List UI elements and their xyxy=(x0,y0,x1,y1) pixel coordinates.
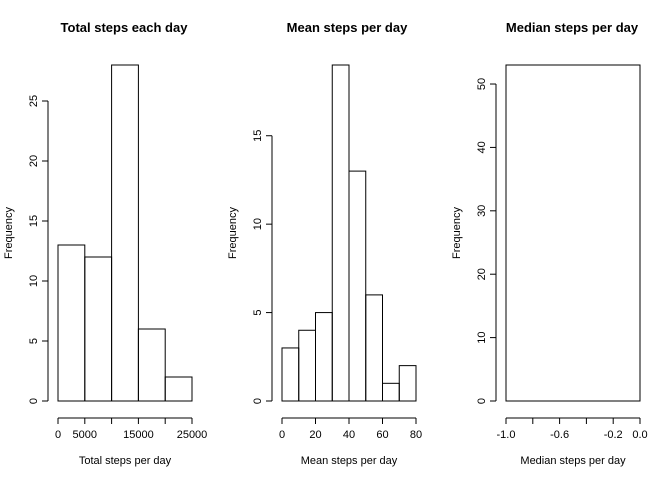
chart-3-x-tick-label-2: -0.6 xyxy=(550,429,569,441)
chart-3-y-tick-label-3: 20 xyxy=(476,268,488,280)
chart-2-x-tick-label-5: 80 xyxy=(410,429,422,441)
chart-1-x-tick-label-4: 25000 xyxy=(177,429,208,441)
chart-2-title: Mean steps per day xyxy=(287,20,408,35)
chart-1-y-tick-label-3: 10 xyxy=(28,275,40,287)
chart-2-bar-5 xyxy=(348,170,367,402)
chart-1-bar-3 xyxy=(111,64,139,402)
chart-2-y-tick-label-2: 5 xyxy=(252,310,264,316)
chart-3-x-tick-label-1: -1.0 xyxy=(497,429,516,441)
chart-2-bar-6 xyxy=(365,294,383,402)
chart-2-bar-7 xyxy=(382,382,400,402)
chart-2-x-tick-label-3: 40 xyxy=(343,429,355,441)
chart-1-y-tick-label-2: 5 xyxy=(28,338,40,344)
chart-3-y-tick-label-2: 10 xyxy=(476,331,488,343)
chart-3-y-tick-label-1: 0 xyxy=(476,398,488,404)
chart-2-bar-8 xyxy=(398,365,417,402)
chart-1-title: Total steps each day xyxy=(61,20,189,35)
chart-2-bar-2 xyxy=(298,329,316,402)
chart-1-x-axis-label: Total steps per day xyxy=(79,455,172,467)
chart-3-x-tick-label-4: 0.0 xyxy=(632,429,647,441)
chart-2-y-axis-label: Frequency xyxy=(227,207,239,259)
chart-1-x-tick-label-2: 5000 xyxy=(73,429,97,441)
chart-1-bar-4 xyxy=(137,328,166,402)
chart-2-y-tick-label-4: 15 xyxy=(252,130,264,142)
chart-3-x-axis-label: Median steps per day xyxy=(520,455,626,467)
chart-3-bar-1 xyxy=(505,64,641,402)
chart-2-y-tick-label-1: 0 xyxy=(252,398,264,404)
chart-1-y-tick-label-6: 25 xyxy=(28,95,40,107)
chart-3-y-tick-label-6: 50 xyxy=(476,78,488,90)
chart-1-bar-1 xyxy=(57,244,86,402)
chart-3-y-axis-label: Frequency xyxy=(451,207,463,259)
chart-2-y-tick-label-3: 10 xyxy=(252,218,264,230)
chart-2-x-tick-label-4: 60 xyxy=(376,429,388,441)
chart-1-bar-5 xyxy=(164,376,193,402)
chart-3-y-tick-label-4: 30 xyxy=(476,205,488,217)
chart-2-x-axis-label: Mean steps per day xyxy=(301,455,398,467)
chart-1-y-tick-label-4: 15 xyxy=(28,215,40,227)
chart-3-title: Median steps per day xyxy=(506,20,639,35)
chart-1-bar-2 xyxy=(84,256,113,402)
chart-1-x-tick-label-3: 15000 xyxy=(123,429,154,441)
chart-2-bar-3 xyxy=(315,312,333,402)
chart-3-x-tick-label-3: -0.2 xyxy=(604,429,623,441)
chart-1-y-tick-label-1: 0 xyxy=(28,398,40,404)
chart-1-y-axis-label: Frequency xyxy=(3,207,15,259)
chart-1-x-tick-label-1: 0 xyxy=(55,429,61,441)
chart-2-bar-4 xyxy=(331,64,350,402)
chart-1-y-tick-label-5: 20 xyxy=(28,155,40,167)
chart-2-bar-1 xyxy=(281,347,300,402)
chart-2-x-tick-label-2: 20 xyxy=(309,429,321,441)
chart-2-x-tick-label-1: 0 xyxy=(279,429,285,441)
chart-3-y-tick-label-5: 40 xyxy=(476,141,488,153)
